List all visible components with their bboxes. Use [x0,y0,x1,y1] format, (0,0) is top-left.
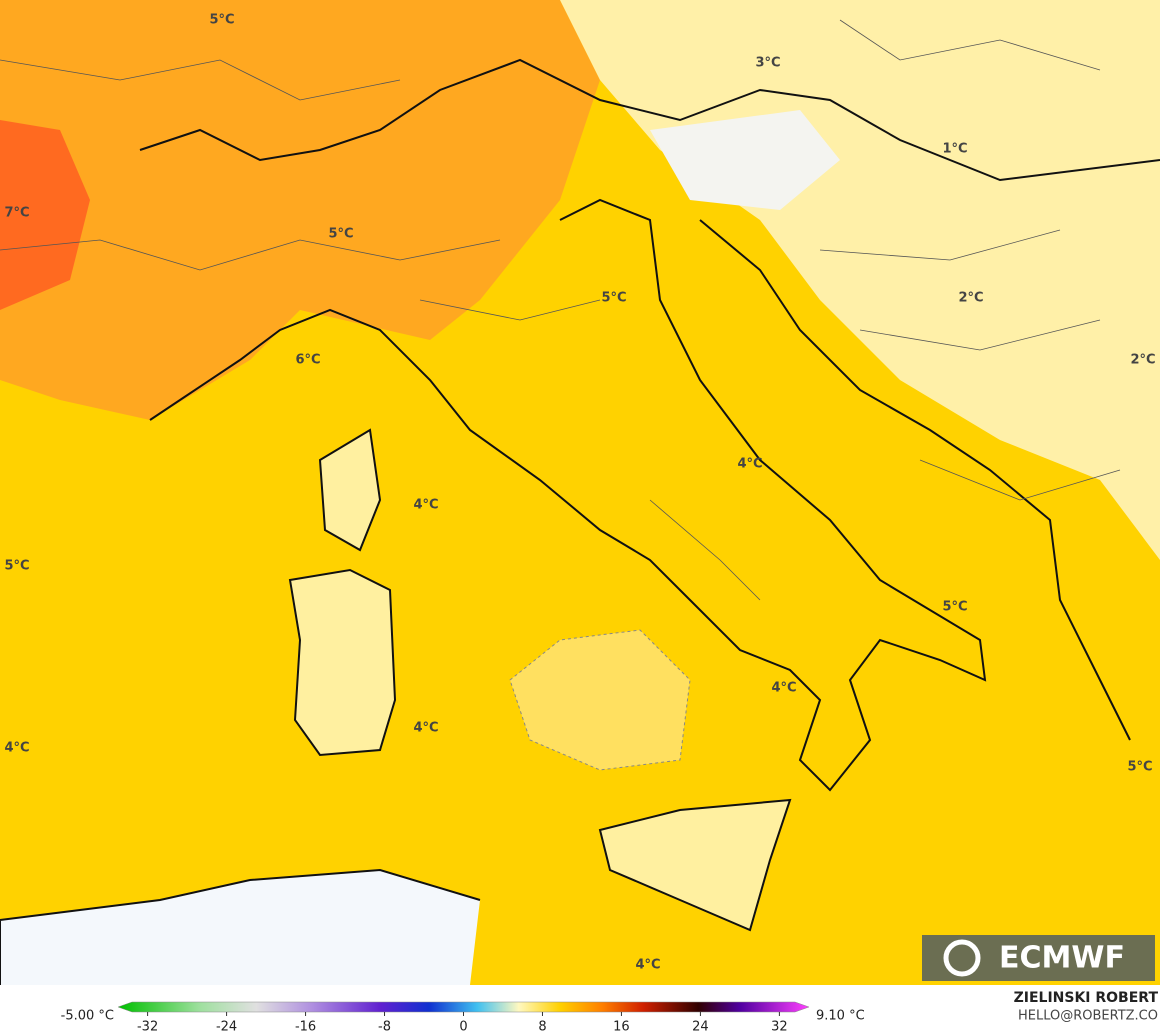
land-warm [0,0,600,420]
credit-author: ZIELINSKI ROBERT [1014,990,1159,1006]
map-area [0,0,1160,985]
colorbar-tick-label: -32 [137,1020,158,1035]
colorbar-min-label: -5.00 °C [61,1009,114,1024]
colorbar-tick-label: 24 [692,1020,709,1035]
colorbar: -5.00 °C 9.10 °C -32 -24 -16 -8 0 8 16 24 32 [61,1001,865,1035]
colorbar-tick-label: 16 [613,1020,630,1035]
italy-coast [149,198,987,792]
temperature-label: 5°C [942,600,967,615]
temperature-label: 4°C [771,681,796,696]
colorbar-bar [117,1001,810,1013]
colorbar-tick-label: 0 [459,1020,467,1035]
colorbar-tick-label: -16 [295,1020,316,1035]
colorbar-tick-label: 32 [771,1020,788,1035]
sicily [600,800,790,930]
temperature-label: 7°C [4,206,29,221]
credit-email: HELLO@ROBERTZ.CO [1018,1009,1158,1024]
temperature-label: 1°C [942,142,967,157]
temperature-label: 5°C [1127,760,1152,775]
corsica-coast [318,428,382,552]
admin-boundaries [0,19,1121,601]
temperature-label: 5°C [328,227,353,242]
land-hot [0,120,90,310]
temperature-label: 4°C [635,958,660,973]
temperature-label: 5°C [601,291,626,306]
temperature-label: 2°C [958,291,983,306]
temperature-label: 6°C [295,353,320,368]
africa [0,870,480,985]
temperature-label: 4°C [413,721,438,736]
adriatic-coast [699,219,1131,741]
colorbar-max-label: 9.10 °C [816,1009,865,1024]
temperature-labels: 5°C 3°C 1°C 7°C 5°C 5°C 2°C 2°C 6°C 4°C 4°C 5°C 5°C 4… [4,13,1155,973]
colorbar-tick-label: -24 [216,1020,237,1035]
sea-cool-patch [509,629,691,771]
alpine-border [139,58,1160,182]
temperature-label: 4°C [737,457,762,472]
sardinia-coast [288,568,397,757]
logo-text: ECMWF [999,941,1125,976]
temperature-label: 5°C [209,13,234,28]
temperature-label: 4°C [413,498,438,513]
logo: ECMWF [922,935,1155,981]
temperature-label: 5°C [4,559,29,574]
temperature-label: 4°C [4,741,29,756]
temperature-label: 3°C [755,56,780,71]
sardinia [290,570,395,755]
africa-coast [0,868,481,985]
colorbar-tick-label: 8 [538,1020,546,1035]
sicily-coast [598,798,792,932]
temperature-label: 2°C [1130,353,1155,368]
land-cold [650,110,840,210]
corsica [320,430,380,550]
colorbar-tick-label: -8 [378,1020,391,1035]
logo-icon [943,939,981,977]
